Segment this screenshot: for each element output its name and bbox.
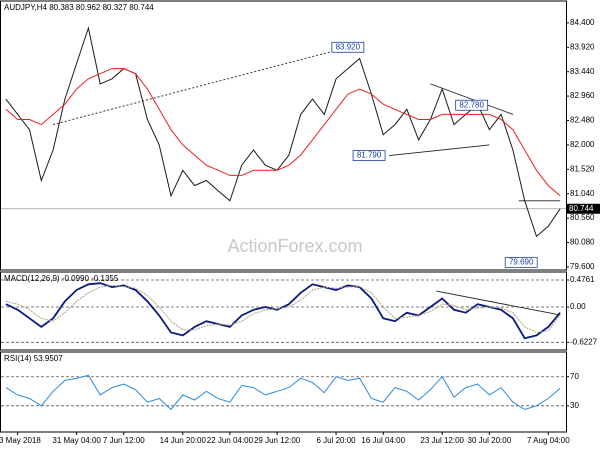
x-tick-label: 22 Jun 04:00 <box>207 436 254 445</box>
y-tick-label: 0.4761 <box>570 275 595 284</box>
series-line <box>5 282 561 340</box>
series-line <box>5 284 561 334</box>
x-tick-label: 7 Aug 04:00 <box>527 436 570 445</box>
trend-line <box>52 46 348 126</box>
trend-line <box>436 290 561 316</box>
current-price-box <box>567 203 600 214</box>
level-box <box>331 41 365 53</box>
y-tick-label: 30 <box>570 401 579 410</box>
watermark: ActionForex.com <box>227 236 362 256</box>
x-tick-label: 14 Jun 20:00 <box>160 436 207 445</box>
x-tick-label: 7 Jun 12:00 <box>103 436 145 445</box>
x-tick-label: 30 Jul 20:00 <box>468 436 512 445</box>
y-tick-label: 70 <box>570 372 579 381</box>
y-tick-label: 81.520 <box>570 164 595 173</box>
level-label: 83.920 <box>336 42 361 51</box>
y-tick-label: 80.560 <box>570 213 595 222</box>
current-price-label: 80.744 <box>569 204 594 213</box>
level-label: 81.790 <box>357 151 382 160</box>
trend-line <box>389 144 490 157</box>
panel-frame <box>0 271 567 351</box>
level-box <box>352 150 386 161</box>
panel-frame <box>0 351 567 433</box>
level-label: 79.690 <box>509 257 534 266</box>
y-tick-label: 79.600 <box>570 262 595 271</box>
x-tick-label: 29 Jun 12:00 <box>254 436 301 445</box>
y-tick-label: 0.00 <box>570 302 586 311</box>
y-tick-label: 83.920 <box>570 42 595 51</box>
x-tick-label: 31 May 04:00 <box>52 436 101 445</box>
series-line <box>5 374 561 411</box>
y-tick-label: -0.6227 <box>570 337 598 346</box>
y-tick-label: 83.440 <box>570 67 595 76</box>
level-label: 82.780 <box>459 100 484 109</box>
series-line <box>5 26 561 238</box>
y-tick-label: 80.080 <box>570 238 595 247</box>
x-tick-label: 23 May 2018 <box>0 436 41 445</box>
panel-frame <box>0 0 567 271</box>
level-box <box>504 256 538 268</box>
level-box <box>455 99 489 111</box>
x-tick-label: 16 Jul 04:00 <box>361 436 405 445</box>
y-tick-label: 84.400 <box>570 18 595 27</box>
trend-line <box>430 83 514 115</box>
series-line <box>5 68 561 197</box>
panel-title: AUDJPY,H4 80.383 80.962 80.327 80.744 <box>4 3 154 12</box>
y-tick-label: 82.480 <box>570 116 595 125</box>
x-tick-label: 6 Jul 20:00 <box>316 436 356 445</box>
y-tick-label: 81.040 <box>570 189 595 198</box>
x-tick-label: 23 Jul 12:00 <box>420 436 464 445</box>
panel-title: RSI(14) 53.9507 <box>4 354 63 363</box>
y-tick-label: 82.960 <box>570 91 595 100</box>
y-tick-label: 82.000 <box>570 140 595 149</box>
panel-title: MACD(12,26,9) -0.0990 -0.1355 <box>4 274 119 283</box>
